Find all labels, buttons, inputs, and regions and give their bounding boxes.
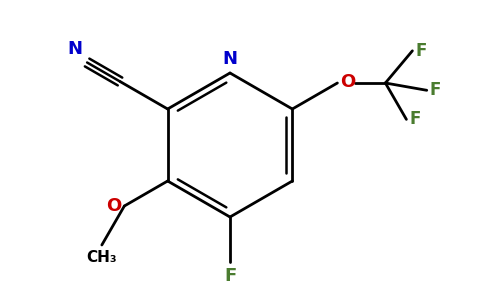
Text: N: N [223, 50, 238, 68]
Text: F: F [430, 81, 441, 99]
Text: O: O [106, 197, 121, 215]
Text: F: F [224, 267, 236, 285]
Text: CH₃: CH₃ [87, 250, 117, 265]
Text: F: F [409, 110, 421, 128]
Text: N: N [67, 40, 82, 58]
Text: F: F [415, 42, 427, 60]
Text: O: O [340, 73, 356, 91]
